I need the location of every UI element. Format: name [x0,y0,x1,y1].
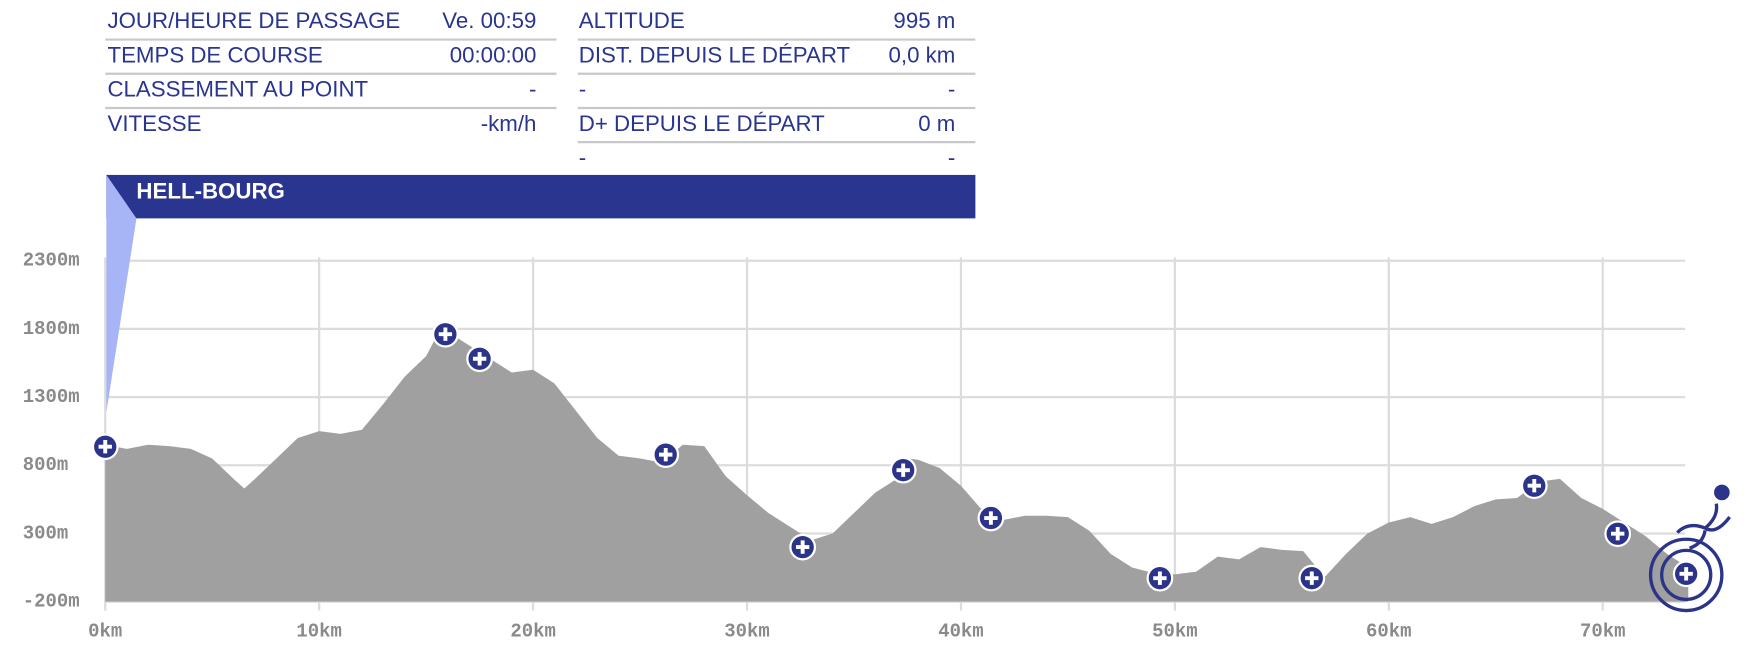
x-tick-label: 40km [938,621,983,643]
x-tick-label: 10km [296,621,341,643]
x-tick-label: 20km [510,621,555,643]
info-value: - [948,145,955,170]
plus-icon [1611,527,1625,541]
finish-icon [1648,484,1731,613]
info-label: TEMPS DE COURSE [107,42,322,67]
point-pointer [106,174,137,413]
y-tick-label: 2300m [23,250,80,272]
info-value: 995 m [893,8,955,33]
info-label: CLASSEMENT AU POINT [107,77,368,102]
point-banner [106,174,976,219]
info-value: - [529,77,536,102]
plus-icon [984,511,998,525]
point-name: HELL-BOURG [136,179,284,204]
info-label: D+ DEPUIS LE DÉPART [579,111,825,136]
info-label: JOUR/HEURE DE PASSAGE [107,8,400,33]
info-label: VITESSE [107,111,201,136]
info-value: 0 m [918,111,955,136]
info-label: ALTITUDE [579,8,685,33]
info-value: -km/h [481,111,537,136]
y-tick-label: 1300m [23,386,80,408]
y-tick-label: 300m [23,522,68,544]
x-tick-label: 60km [1366,621,1411,643]
plus-icon [1153,571,1167,585]
x-tick-label: 70km [1580,621,1625,643]
info-label: - [579,77,586,102]
plus-icon [98,440,112,454]
y-tick-label: 1800m [23,318,80,340]
plus-icon [659,447,673,462]
profile [105,331,1689,602]
info-label: - [579,145,586,170]
plus-icon [1679,567,1693,581]
plus-icon [438,327,453,341]
elevation-area [105,331,1689,602]
x-tick-label: 0km [88,621,122,643]
x-tick-label: 30km [724,621,769,643]
plus-icon [1305,571,1319,585]
plus-icon [795,540,810,554]
y-tick-label: 800m [23,454,68,476]
x-tick-label: 50km [1152,621,1197,643]
info-value: 0,0 km [889,42,956,67]
info-label: DIST. DEPUIS LE DÉPART [579,42,851,67]
y-tick-label: -200m [23,591,80,613]
info-value: - [948,77,955,102]
info-value: Ve. 00:59 [442,8,536,33]
aid-stations [91,320,1700,592]
plus-icon [472,352,487,366]
plus-icon [896,463,910,477]
plus-icon [1527,479,1541,493]
info-value: 00:00:00 [450,42,537,67]
